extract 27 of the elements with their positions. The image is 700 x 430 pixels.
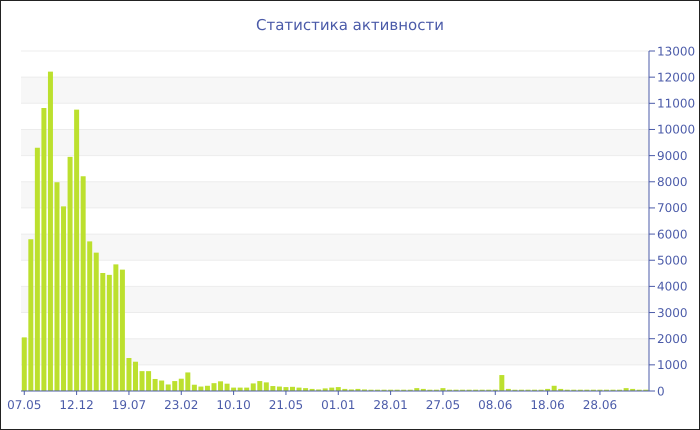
y-tick-label: 13000	[657, 44, 696, 58]
x-tick-label: 08.06	[478, 398, 512, 412]
y-tick-label: 10000	[657, 122, 696, 137]
x-tick-label: 01.01	[321, 398, 356, 412]
y-tick-label: 6000	[657, 227, 688, 242]
x-tick-label: 28.06	[582, 398, 618, 412]
y-tick-label: 12000	[657, 70, 696, 84]
y-tick-label: 8000	[657, 175, 688, 190]
y-tick-label: 5000	[657, 253, 688, 268]
y-tick-label: 1000	[657, 358, 688, 372]
x-tick-label: 12.12	[59, 398, 94, 412]
y-tick-label: 0	[657, 384, 665, 398]
y-tick-label: 2000	[657, 332, 688, 346]
y-tick-label: 11000	[657, 96, 696, 111]
y-tick-label: 9000	[657, 148, 688, 163]
x-tick-label: 23.02	[164, 398, 198, 412]
y-tick-label: 3000	[657, 306, 688, 320]
chart-title: Статистика активности	[255, 16, 445, 34]
x-tick-label: 28.01	[373, 398, 408, 412]
x-tick-label: 07.05	[7, 398, 42, 412]
x-tick-label: 18.06	[530, 398, 565, 412]
x-tick-label: 10.10	[216, 398, 251, 412]
x-tick-label: 19.07	[112, 398, 146, 412]
y-tick-label: 4000	[657, 280, 688, 294]
y-tick-label: 7000	[657, 201, 688, 216]
x-tick-label: 21.05	[268, 398, 304, 412]
x-tick-label: 27.05	[426, 398, 460, 412]
